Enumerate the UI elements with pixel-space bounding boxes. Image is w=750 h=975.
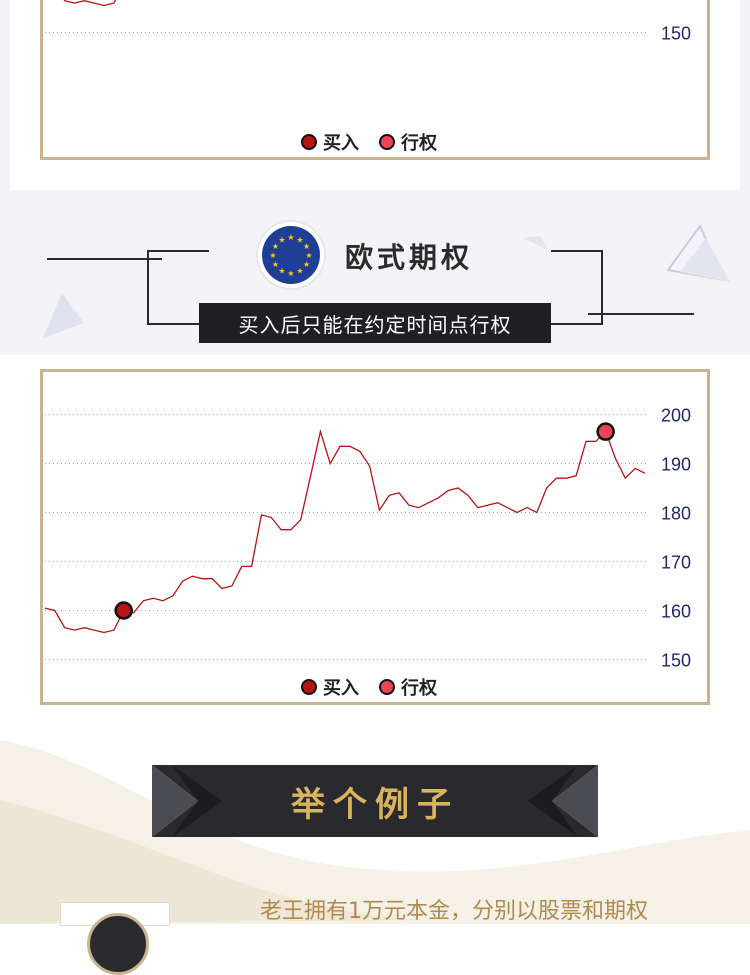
- triangle-small-decoration: [523, 236, 548, 250]
- eu-star-icon: ★: [272, 242, 279, 251]
- eu-star-icon: ★: [303, 260, 310, 269]
- eu-star-icon: ★: [296, 267, 303, 276]
- eu-star-icon: ★: [296, 235, 303, 244]
- connector-line-left: [147, 250, 209, 325]
- eu-star-icon: ★: [269, 251, 276, 260]
- chart-main-plot: 150 160 170 180 190 200: [44, 406, 691, 671]
- eu-star-icon: ★: [305, 251, 312, 260]
- avatar-card: [60, 902, 170, 975]
- chart-main-frame: 150 160 170 180 190 200 买入 行权: [40, 369, 710, 705]
- legend-exercise-label: 行权: [401, 133, 437, 154]
- price-line: [63, 0, 117, 7]
- banner-shape: [152, 765, 598, 837]
- bottom-background-decoration: [0, 740, 750, 924]
- connector-line-right: [551, 250, 603, 325]
- eu-star-icon: ★: [278, 267, 285, 276]
- chart-main-legend: 买入 行权: [301, 674, 451, 700]
- example-text: 老王拥有1万元本金，分别以股票和期权: [260, 899, 648, 924]
- section-subtitle: 买入后只能在约定时间点行权: [199, 303, 551, 343]
- y-tick-label: 180: [661, 504, 691, 524]
- avatar: [87, 913, 149, 975]
- legend-exercise-label: 行权: [401, 678, 437, 699]
- triangle-right-decoration: [680, 238, 730, 282]
- eu-star-icon: ★: [278, 235, 285, 244]
- exercise-marker-icon: [379, 134, 395, 150]
- eu-flag-badge: ★ ★ ★ ★ ★ ★ ★ ★ ★ ★ ★ ★: [258, 222, 324, 288]
- eu-flag-icon: ★ ★ ★ ★ ★ ★ ★ ★ ★ ★ ★ ★: [262, 226, 320, 284]
- price-line: [44, 429, 646, 634]
- buy-point-marker: [114, 601, 133, 620]
- y-tick-label: 190: [661, 455, 691, 475]
- legend-buy-label: 买入: [323, 678, 359, 699]
- buy-marker-icon: [301, 134, 317, 150]
- decorative-shapes: [43, 224, 730, 338]
- banner-title: 举个例子: [291, 784, 459, 825]
- y-tick-label: 170: [661, 553, 691, 573]
- buy-marker-icon: [301, 679, 317, 695]
- example-banner: 举个例子: [152, 765, 598, 837]
- eu-star-icon: ★: [303, 242, 310, 251]
- exercise-marker-icon: [379, 679, 395, 695]
- eu-star-icon: ★: [272, 260, 279, 269]
- eu-stars: ★★★★★★★★★ ★ ★★: [269, 233, 312, 278]
- legend-buy-label: 买入: [323, 133, 359, 154]
- y-tick-label: 150: [661, 651, 691, 671]
- y-tick-label: 150: [661, 24, 691, 44]
- triangle-left-decoration: [43, 293, 84, 338]
- eu-star-icon: ★: [287, 233, 294, 242]
- chart-top-legend: 买入 行权: [301, 129, 451, 155]
- exercise-point-marker: [596, 422, 615, 441]
- eu-star-icon: ★: [287, 269, 294, 278]
- y-tick-label: 160: [661, 602, 691, 622]
- section-title: 欧式期权: [345, 241, 474, 274]
- y-tick-label: 200: [661, 406, 691, 426]
